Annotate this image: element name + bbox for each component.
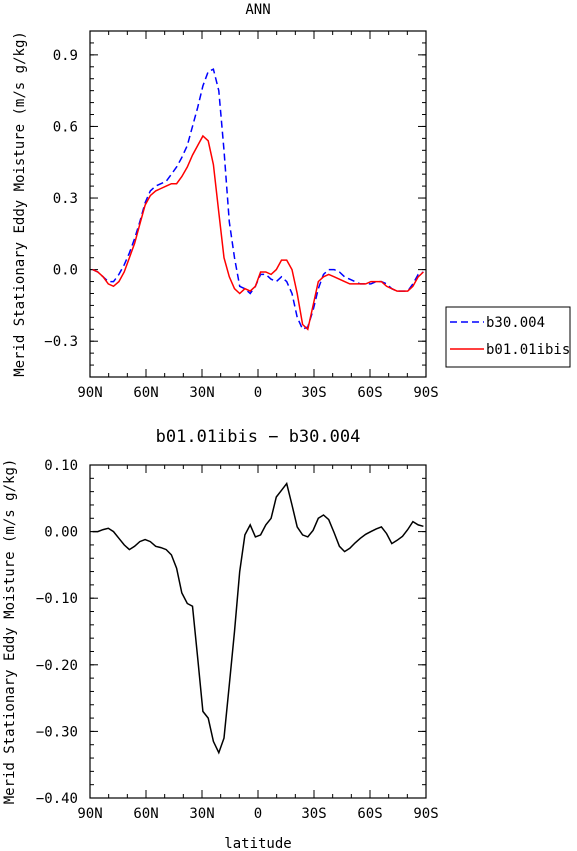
y-tick-label: −0.10 — [36, 591, 78, 607]
legend: b30.004 b01.01ibis — [445, 306, 571, 368]
y-tick-label: 0.9 — [53, 48, 78, 64]
x-tick-label: 90N — [77, 806, 102, 822]
bottom-panel: b01.01ibis − b30.004 0.10 0.00 −0.10 −0.20 −0… — [2, 427, 439, 851]
x-tick-label: 60S — [357, 385, 382, 401]
y-tick-label: −0.40 — [36, 791, 78, 807]
x-tick-label: 30N — [189, 385, 214, 401]
x-tick-label: 0 — [254, 806, 262, 822]
y-tick-label: −0.3 — [44, 334, 78, 350]
y-tick-label: −0.20 — [36, 658, 78, 674]
x-tick-label: 90S — [413, 385, 438, 401]
y-tick-label: 0.00 — [44, 525, 78, 541]
x-axis-label: latitude — [224, 836, 291, 851]
x-tick-label: 0 — [254, 385, 262, 401]
plot-frame — [89, 30, 427, 378]
x-tick-label: 90N — [77, 385, 102, 401]
legend-box — [445, 306, 571, 368]
legend-label: b30.004 — [486, 315, 545, 331]
x-tick-label: 30S — [301, 385, 326, 401]
series-line-difference — [92, 481, 424, 755]
x-tick-label: 60N — [133, 806, 158, 822]
y-tick-label: 0.6 — [53, 119, 78, 135]
y-tick-label: 0.3 — [53, 191, 78, 207]
x-tick-label: 60S — [357, 806, 382, 822]
y-axis-label: Merid Stationary Eddy Moisture (m/s g/kg… — [2, 459, 18, 805]
chart-title: b01.01ibis − b30.004 — [156, 427, 361, 447]
x-tick-label: 30S — [301, 806, 326, 822]
plot-frame — [89, 464, 427, 799]
series-line-b30.004 — [92, 68, 424, 331]
chart-title: ANN — [245, 2, 270, 18]
y-tick-label: −0.30 — [36, 724, 78, 740]
top-panel: ANN 0.9 0.6 0.3 0.0 −0.3 90N 60N 30N 0 30S 60S 90S Me… — [12, 2, 571, 401]
x-tick-label: 30N — [189, 806, 214, 822]
y-tick-label: 0.10 — [44, 458, 78, 474]
y-axis-label: Merid Stationary Eddy Moisture (m/s g/kg… — [12, 31, 28, 377]
series-line-b01.01ibis — [92, 134, 424, 331]
x-tick-label: 60N — [133, 385, 158, 401]
legend-label: b01.01ibis — [486, 342, 570, 358]
y-tick-label: 0.0 — [53, 263, 78, 279]
x-tick-label: 90S — [413, 806, 438, 822]
